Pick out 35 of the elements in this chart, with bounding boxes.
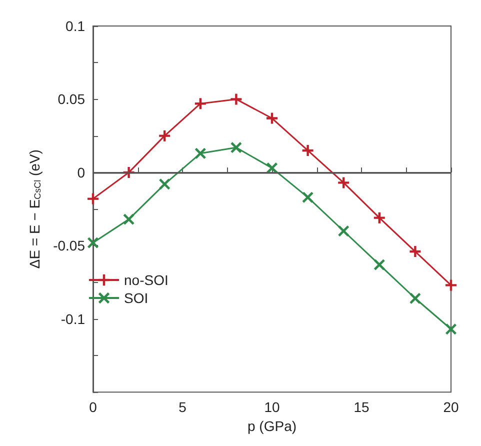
point — [374, 212, 385, 224]
legend-label: SOI — [124, 290, 148, 306]
point — [338, 177, 350, 188]
y-tick-label: 0 — [77, 164, 86, 180]
x-tick-label: 10 — [264, 399, 280, 416]
point — [194, 148, 206, 159]
point — [446, 280, 456, 291]
y-axis-title: ΔE = E − ECsCl (eV) — [26, 149, 43, 269]
point — [123, 214, 134, 225]
x-tick-label: 0 — [89, 399, 98, 416]
point — [374, 259, 385, 270]
legend-label: no-SOI — [124, 272, 168, 288]
x-tick-label: 5 — [178, 399, 187, 416]
y-tick-label: 0.1 — [66, 18, 86, 34]
point — [266, 112, 278, 124]
point — [446, 324, 456, 335]
point — [410, 246, 421, 258]
point — [194, 98, 206, 110]
point — [88, 237, 98, 248]
point — [159, 130, 170, 142]
point — [230, 142, 242, 154]
point — [338, 226, 350, 237]
y-tick-label: 0.05 — [58, 91, 86, 108]
point — [230, 94, 242, 105]
y-tick-label: -0.05 — [53, 238, 86, 254]
point — [88, 193, 98, 204]
x-tick-label: 20 — [443, 399, 459, 416]
y-tick-label: -0.1 — [60, 310, 86, 327]
point — [410, 292, 421, 304]
point — [266, 162, 278, 174]
point — [302, 192, 314, 203]
point — [159, 178, 170, 190]
point — [302, 144, 314, 156]
x-tick-label: 15 — [354, 399, 370, 416]
x-axis-title: p (GPa) — [247, 418, 297, 434]
